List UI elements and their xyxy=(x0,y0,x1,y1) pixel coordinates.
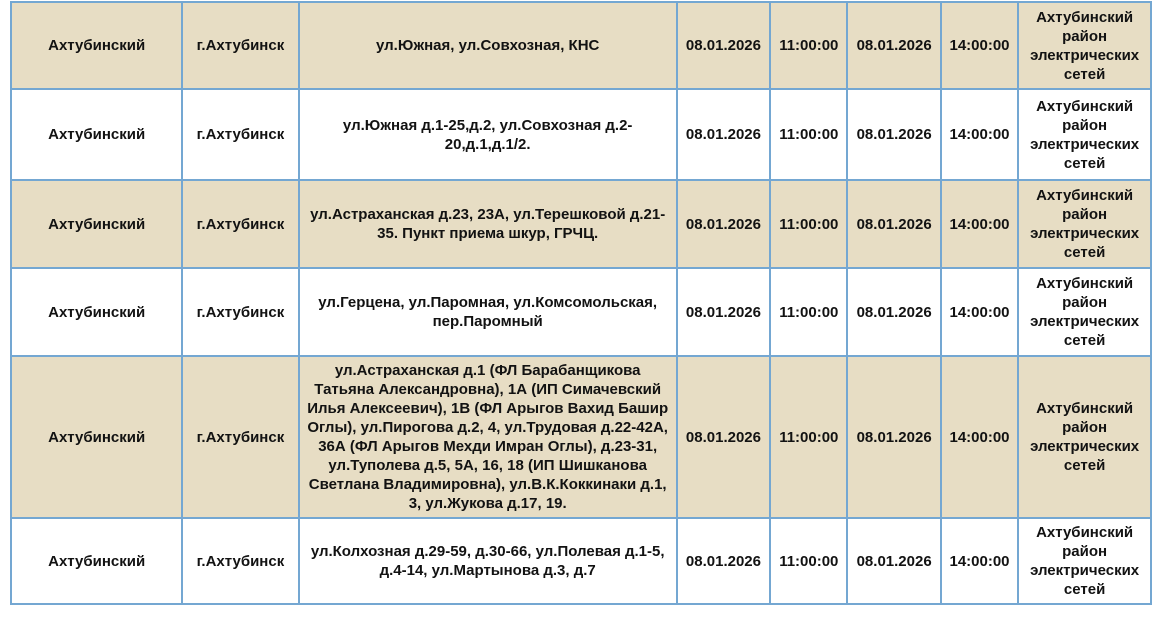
city-cell: г.Ахтубинск xyxy=(181,179,300,269)
table-row: Ахтубинский г.Ахтубинск ул.Герцена, ул.П… xyxy=(9,267,1152,357)
outage-start-date-cell: 08.01.2026 xyxy=(675,1,772,90)
district-cell: Ахтубинский xyxy=(9,179,184,269)
table-row: Ахтубинский г.Ахтубинск ул.Южная д.1-25,… xyxy=(9,88,1152,181)
district-cell: Ахтубинский xyxy=(9,88,184,181)
city-cell: г.Ахтубинск xyxy=(181,355,300,519)
organization-cell: Ахтубинский район электрических сетей xyxy=(1017,517,1152,605)
outage-end-time-cell: 14:00:00 xyxy=(939,517,1020,605)
table-row: Ахтубинский г.Ахтубинск ул.Астраханская … xyxy=(9,179,1152,269)
outage-start-date-cell: 08.01.2026 xyxy=(675,88,772,181)
outage-start-date-cell: 08.01.2026 xyxy=(675,267,772,357)
table-row: Ахтубинский г.Ахтубинск ул.Астраханская … xyxy=(9,355,1152,519)
outage-start-time-cell: 11:00:00 xyxy=(769,179,849,269)
outage-start-time-cell: 11:00:00 xyxy=(769,1,849,90)
addresses-cell: ул.Колхозная д.29-59, д.30-66, ул.Полева… xyxy=(297,517,678,605)
outage-end-time-cell: 14:00:00 xyxy=(939,179,1020,269)
addresses-cell: ул.Южная, ул.Совхозная, КНС xyxy=(297,1,678,90)
district-cell: Ахтубинский xyxy=(9,517,184,605)
organization-cell: Ахтубинский район электрических сетей xyxy=(1017,355,1152,519)
organization-cell: Ахтубинский район электрических сетей xyxy=(1017,1,1152,90)
outage-start-date-cell: 08.01.2026 xyxy=(675,179,772,269)
addresses-cell: ул.Астраханская д.1 (ФЛ Барабанщикова Та… xyxy=(297,355,678,519)
outage-start-time-cell: 11:00:00 xyxy=(769,88,849,181)
city-cell: г.Ахтубинск xyxy=(181,267,300,357)
table-row: Ахтубинский г.Ахтубинск ул.Колхозная д.2… xyxy=(9,517,1152,605)
outage-schedule-table: Ахтубинский г.Ахтубинск ул.Южная, ул.Сов… xyxy=(9,1,1152,605)
addresses-cell: ул.Герцена, ул.Паромная, ул.Комсомольска… xyxy=(297,267,678,357)
city-cell: г.Ахтубинск xyxy=(181,88,300,181)
outage-end-time-cell: 14:00:00 xyxy=(939,267,1020,357)
outage-start-time-cell: 11:00:00 xyxy=(769,267,849,357)
district-cell: Ахтубинский xyxy=(9,355,184,519)
district-cell: Ахтубинский xyxy=(9,1,184,90)
outage-end-time-cell: 14:00:00 xyxy=(939,1,1020,90)
organization-cell: Ахтубинский район электрических сетей xyxy=(1017,88,1152,181)
table-row: Ахтубинский г.Ахтубинск ул.Южная, ул.Сов… xyxy=(9,1,1152,90)
outage-start-date-cell: 08.01.2026 xyxy=(675,355,772,519)
outage-end-date-cell: 08.01.2026 xyxy=(846,1,942,90)
outage-end-date-cell: 08.01.2026 xyxy=(846,88,942,181)
outage-end-date-cell: 08.01.2026 xyxy=(846,355,942,519)
addresses-cell: ул.Южная д.1-25,д.2, ул.Совхозная д.2-20… xyxy=(297,88,678,181)
outage-end-date-cell: 08.01.2026 xyxy=(846,179,942,269)
district-cell: Ахтубинский xyxy=(9,267,184,357)
outage-end-date-cell: 08.01.2026 xyxy=(846,267,942,357)
outage-end-time-cell: 14:00:00 xyxy=(939,355,1020,519)
organization-cell: Ахтубинский район электрических сетей xyxy=(1017,267,1152,357)
addresses-cell: ул.Астраханская д.23, 23А, ул.Терешковой… xyxy=(297,179,678,269)
outage-end-date-cell: 08.01.2026 xyxy=(846,517,942,605)
city-cell: г.Ахтубинск xyxy=(181,1,300,90)
organization-cell: Ахтубинский район электрических сетей xyxy=(1017,179,1152,269)
city-cell: г.Ахтубинск xyxy=(181,517,300,605)
outage-start-date-cell: 08.01.2026 xyxy=(675,517,772,605)
outage-end-time-cell: 14:00:00 xyxy=(939,88,1020,181)
outage-start-time-cell: 11:00:00 xyxy=(769,355,849,519)
outage-start-time-cell: 11:00:00 xyxy=(769,517,849,605)
